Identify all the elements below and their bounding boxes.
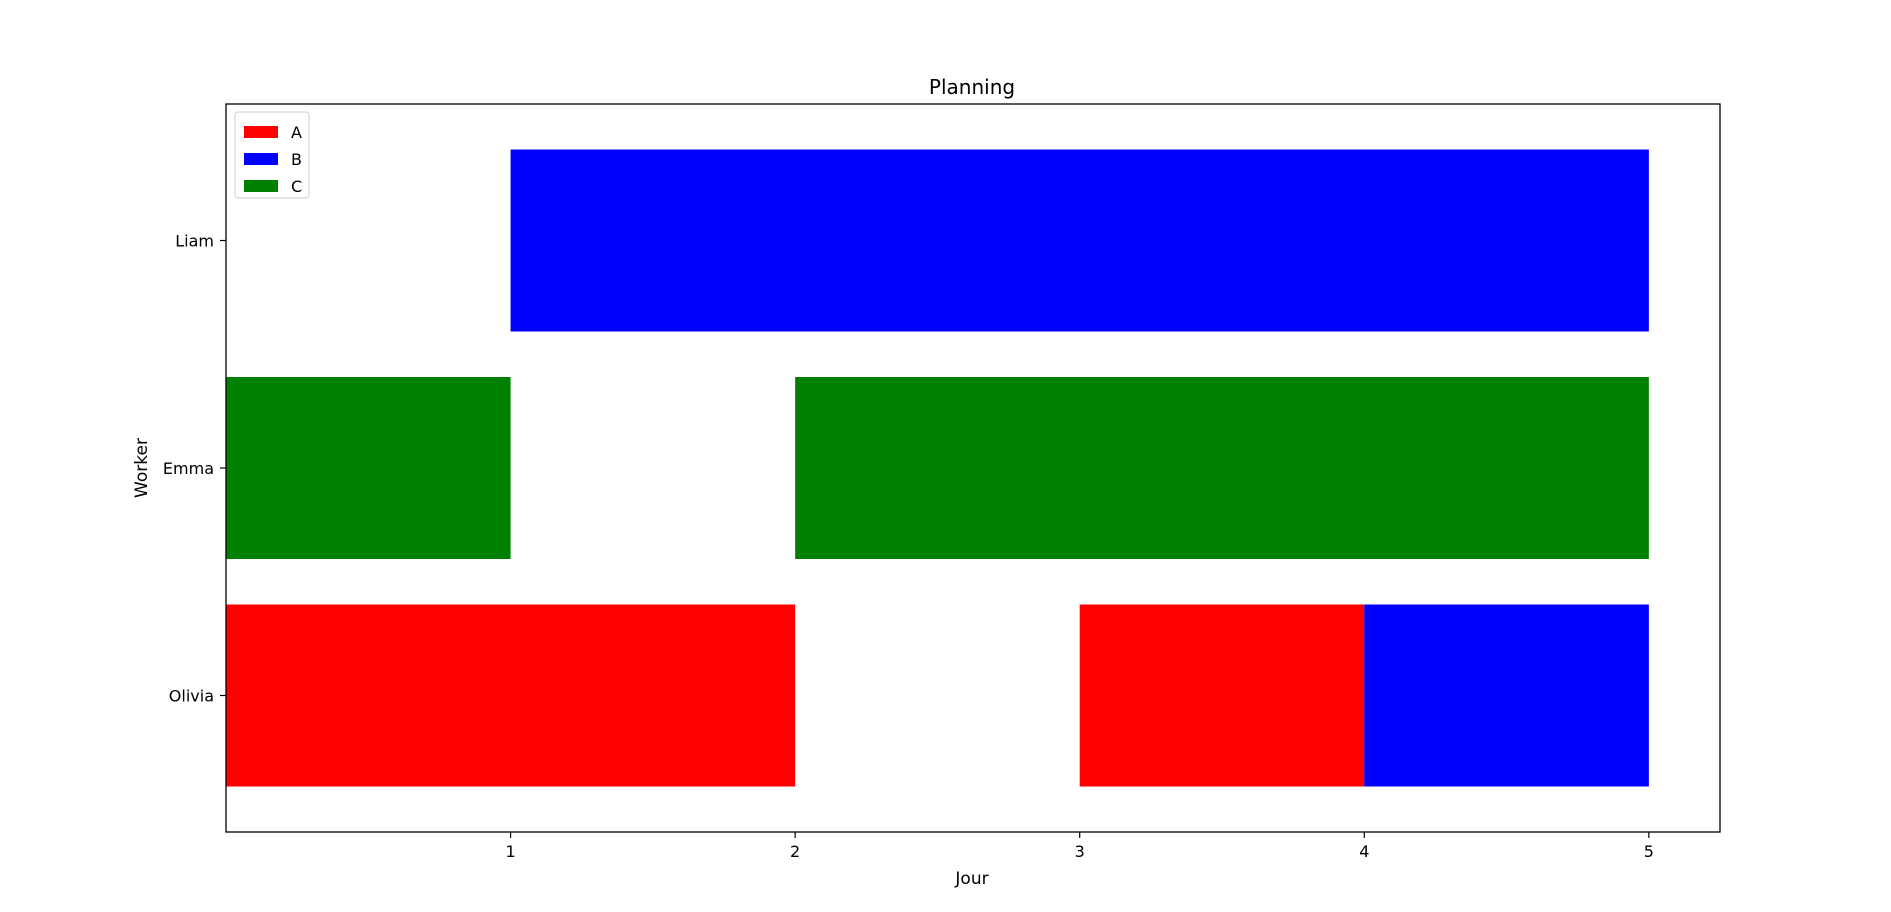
x-tick-label: 1	[505, 842, 515, 861]
y-axis-ticks: Olivia Emma Liam	[163, 232, 226, 706]
x-axis-ticks: 1 2 3 4 5	[505, 832, 1654, 861]
bar-olivia-a-1	[1079, 604, 1365, 787]
legend: ABC	[234, 111, 310, 199]
y-tick-label-olivia: Olivia	[169, 687, 214, 706]
y-tick-label-liam: Liam	[175, 232, 214, 251]
bar-emma-c-3	[226, 377, 511, 559]
x-axis-label: Jour	[954, 869, 988, 889]
legend-swatch-b	[244, 153, 278, 165]
bars-layer	[226, 149, 1649, 787]
x-tick-label: 2	[790, 842, 800, 861]
x-tick-label: 5	[1644, 842, 1654, 861]
bar-liam-b-5	[510, 149, 1649, 332]
y-axis-label: Worker	[132, 438, 152, 498]
chart-title: Planning	[929, 75, 1015, 99]
legend-swatch-a	[244, 126, 278, 138]
bar-olivia-b-2	[1364, 604, 1649, 787]
y-tick-label-emma: Emma	[163, 459, 214, 478]
legend-label-b: B	[291, 150, 302, 169]
legend-label-a: A	[291, 123, 302, 142]
x-tick-label: 3	[1075, 842, 1085, 861]
x-tick-label: 4	[1359, 842, 1369, 861]
bar-olivia-a-0	[226, 604, 796, 787]
bar-emma-c-4	[795, 377, 1649, 559]
legend-swatch-c	[244, 180, 278, 192]
legend-label-c: C	[291, 177, 302, 196]
